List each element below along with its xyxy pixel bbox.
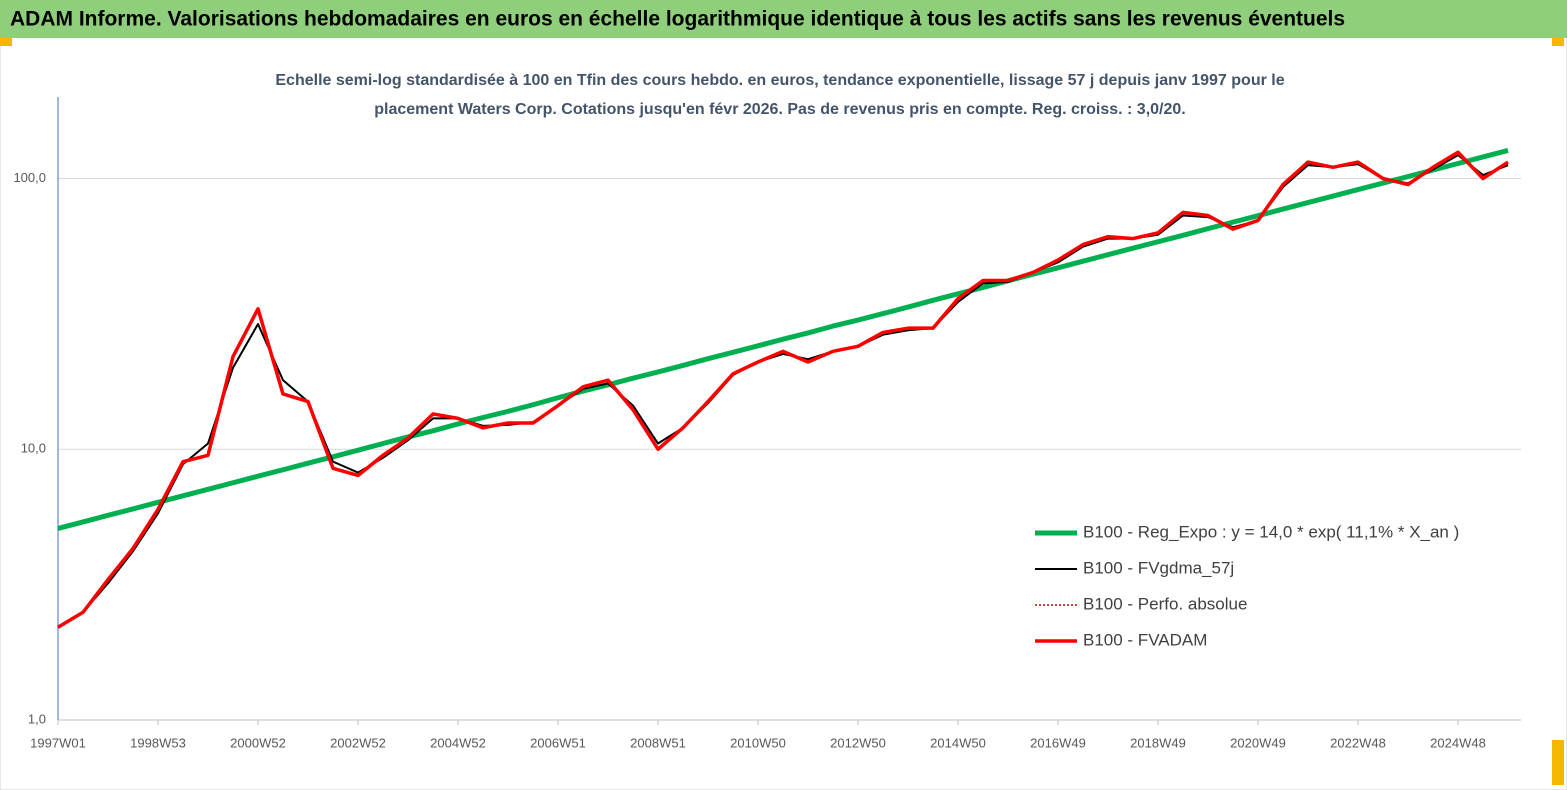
x-tick-label: 2014W50 — [930, 735, 986, 750]
legend-label: B100 - Perfo. absolue — [1083, 594, 1247, 613]
header-band — [0, 0, 1567, 38]
corner — [0, 38, 12, 46]
y-tick-label: 100,0 — [13, 170, 46, 185]
chart-title: ADAM Informe. Valorisations hebdomadaire… — [10, 8, 1345, 31]
x-tick-label: 2012W50 — [830, 735, 886, 750]
subtitle: placement Waters Corp. Cotations jusqu'e… — [374, 101, 1185, 118]
series-line — [57, 150, 1509, 629]
legend-label: B100 - FVADAM — [1083, 630, 1207, 649]
x-tick-label: 2024W48 — [1430, 735, 1486, 750]
x-tick-label: 2016W49 — [1030, 735, 1086, 750]
x-tick-label: 2010W50 — [730, 735, 786, 750]
x-tick-label: 2020W49 — [1230, 735, 1286, 750]
x-tick-label: 2000W52 — [230, 735, 286, 750]
x-tick-label: 2022W48 — [1330, 735, 1386, 750]
subtitle: Echelle semi-log standardisée à 100 en T… — [275, 72, 1284, 89]
y-tick-label: 10,0 — [21, 441, 46, 456]
legend-label: B100 - Reg_Expo : y = 14,0 * exp( 11,1% … — [1083, 522, 1459, 541]
x-tick-label: 1998W53 — [130, 735, 186, 750]
x-tick-label: 2004W52 — [430, 735, 486, 750]
series-line — [57, 147, 1509, 531]
corner — [1552, 740, 1564, 785]
x-tick-label: 1997W01 — [30, 735, 86, 750]
legend-label: B100 - FVgdma_57j — [1083, 558, 1234, 577]
corner — [1552, 38, 1564, 46]
x-tick-label: 2006W51 — [530, 735, 586, 750]
x-tick-label: 2018W49 — [1130, 735, 1186, 750]
x-tick-label: 2008W51 — [630, 735, 686, 750]
y-tick-label: 1,0 — [28, 711, 46, 726]
x-tick-label: 2002W52 — [330, 735, 386, 750]
